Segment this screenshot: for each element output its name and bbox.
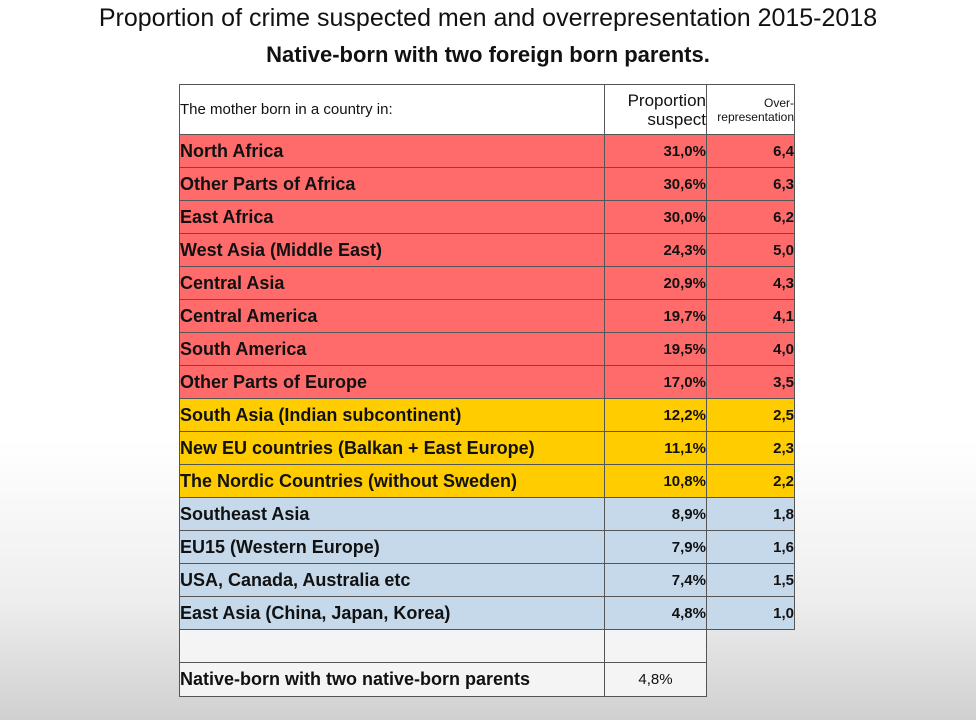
data-table: The mother born in a country in: Proport…	[179, 84, 795, 697]
overrepresentation-value: 1,8	[706, 497, 795, 531]
proportion-value: 12,2%	[604, 398, 707, 432]
baseline-name: Native-born with two native-born parents	[179, 662, 605, 697]
overrepresentation-value: 4,1	[706, 299, 795, 333]
proportion-value: 7,4%	[604, 563, 707, 597]
country-name: Other Parts of Europe	[179, 365, 605, 399]
country-name: North Africa	[179, 134, 605, 168]
table-row: North Africa 31,0% 6,4	[179, 134, 795, 168]
header-over-line2: representation	[717, 109, 794, 124]
table-row: EU15 (Western Europe) 7,9% 1,6	[179, 530, 795, 564]
proportion-value: 17,0%	[604, 365, 707, 399]
proportion-value: 4,8%	[604, 596, 707, 630]
country-name: Southeast Asia	[179, 497, 605, 531]
table-row: Other Parts of Europe 17,0% 3,5	[179, 365, 795, 399]
country-name: South America	[179, 332, 605, 366]
baseline-proportion: 4,8%	[604, 662, 707, 697]
overrepresentation-value: 6,3	[706, 167, 795, 201]
spacer-cell	[604, 629, 707, 663]
country-name: USA, Canada, Australia etc	[179, 563, 605, 597]
proportion-value: 20,9%	[604, 266, 707, 300]
table-row: New EU countries (Balkan + East Europe) 1…	[179, 431, 795, 465]
header-proportion-line1: Proportion	[627, 90, 706, 110]
proportion-value: 8,9%	[604, 497, 707, 531]
proportion-value: 19,5%	[604, 332, 707, 366]
overrepresentation-value: 3,5	[706, 365, 795, 399]
baseline-blank	[707, 663, 795, 697]
country-name: East Asia (China, Japan, Korea)	[179, 596, 605, 630]
overrepresentation-value: 2,5	[706, 398, 795, 432]
overrepresentation-value: 1,0	[706, 596, 795, 630]
proportion-value: 19,7%	[604, 299, 707, 333]
country-name: Other Parts of Africa	[179, 167, 605, 201]
table-body: North Africa 31,0% 6,4 Other Parts of Afric…	[179, 134, 795, 630]
table-row: East Africa 30,0% 6,2	[179, 200, 795, 234]
overrepresentation-value: 6,2	[706, 200, 795, 234]
country-name: West Asia (Middle East)	[179, 233, 605, 267]
country-name: South Asia (Indian subcontinent)	[179, 398, 605, 432]
table-row: Southeast Asia 8,9% 1,8	[179, 497, 795, 531]
overrepresentation-value: 2,2	[706, 464, 795, 498]
proportion-value: 7,9%	[604, 530, 707, 564]
country-name: The Nordic Countries (without Sweden)	[179, 464, 605, 498]
table-row: USA, Canada, Australia etc 7,4% 1,5	[179, 563, 795, 597]
overrepresentation-value: 5,0	[706, 233, 795, 267]
overrepresentation-value: 1,5	[706, 563, 795, 597]
header-proportion-line2: suspect	[647, 109, 706, 129]
overrepresentation-value: 6,4	[706, 134, 795, 168]
overrepresentation-value: 1,6	[706, 530, 795, 564]
chart-title: Proportion of crime suspected men and ov…	[98, 4, 878, 32]
table-row: South America 19,5% 4,0	[179, 332, 795, 366]
header-over-line1: Over-	[764, 95, 794, 110]
table-row: Central Asia 20,9% 4,3	[179, 266, 795, 300]
baseline-row: Native-born with two native-born parents…	[179, 662, 795, 697]
chart-subtitle: Native-born with two foreign born parent…	[266, 42, 710, 67]
country-name: EU15 (Western Europe)	[179, 530, 605, 564]
table-row: West Asia (Middle East) 24,3% 5,0	[179, 233, 795, 267]
country-name: Central Asia	[179, 266, 605, 300]
spacer-blank	[707, 630, 795, 663]
proportion-value: 30,6%	[604, 167, 707, 201]
proportion-value: 11,1%	[604, 431, 707, 465]
header-country: The mother born in a country in:	[179, 84, 605, 135]
proportion-value: 10,8%	[604, 464, 707, 498]
country-name: Central America	[179, 299, 605, 333]
table-row: The Nordic Countries (without Sweden) 10,…	[179, 464, 795, 498]
table-row: Central America 19,7% 4,1	[179, 299, 795, 333]
table-row: East Asia (China, Japan, Korea) 4,8% 1,0	[179, 596, 795, 630]
spacer-cell	[179, 629, 605, 663]
header-row: The mother born in a country in: Proport…	[179, 84, 795, 135]
header-overrepresentation: Over-representation	[706, 84, 795, 135]
table-row: Other Parts of Africa 30,6% 6,3	[179, 167, 795, 201]
overrepresentation-value: 4,0	[706, 332, 795, 366]
proportion-value: 31,0%	[604, 134, 707, 168]
proportion-value: 30,0%	[604, 200, 707, 234]
proportion-value: 24,3%	[604, 233, 707, 267]
overrepresentation-value: 4,3	[706, 266, 795, 300]
header-proportion: Proportion suspect	[604, 84, 707, 135]
spacer-row	[179, 629, 795, 663]
country-name: New EU countries (Balkan + East Europe)	[179, 431, 605, 465]
table-row: South Asia (Indian subcontinent) 12,2% 2,5	[179, 398, 795, 432]
country-name: East Africa	[179, 200, 605, 234]
overrepresentation-value: 2,3	[706, 431, 795, 465]
